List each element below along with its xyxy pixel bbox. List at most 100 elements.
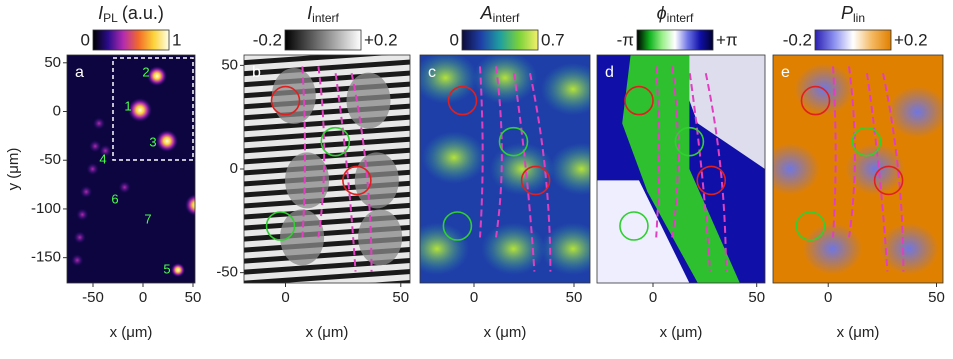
guide-line — [848, 66, 856, 238]
guide-line — [866, 73, 889, 272]
y-tick-label: -100 — [31, 200, 61, 217]
x-tick-label: 0 — [470, 289, 478, 306]
blob — [481, 222, 546, 275]
guide-line — [688, 73, 711, 272]
blob — [490, 143, 554, 195]
x-axis-label: x (μm) — [660, 324, 703, 341]
pl-spot — [147, 66, 167, 86]
blob — [879, 222, 939, 275]
ring — [800, 85, 831, 116]
cbar-min-label: 0 — [450, 30, 459, 49]
panel-label: b — [252, 64, 261, 81]
spot-label: 7 — [144, 211, 151, 226]
title-sub: interf — [667, 11, 694, 25]
x-tick-label: 50 — [185, 289, 202, 306]
blob — [285, 152, 330, 209]
image-panel — [420, 55, 590, 283]
cbar-max-label: +0.2 — [364, 30, 398, 49]
ring — [342, 165, 372, 196]
pl-dot — [99, 144, 112, 157]
blob — [420, 222, 469, 275]
blob — [422, 131, 486, 184]
x-tick-label: 50 — [748, 289, 765, 306]
colorbar — [814, 29, 892, 51]
image-panel: 1 2 3 4 5 6 7 — [67, 55, 195, 283]
ring — [696, 165, 727, 196]
x-tick-label: 50 — [928, 289, 945, 306]
image-bg — [67, 55, 195, 283]
cbar-title: IPL (a.u.) — [98, 3, 164, 25]
cbar-min-label: 0 — [81, 30, 90, 49]
pl-spot — [128, 98, 152, 122]
pl-dot — [71, 254, 84, 267]
colorbar — [636, 29, 714, 51]
spot-label: 1 — [124, 98, 131, 113]
spot-label: 4 — [99, 151, 106, 166]
ring — [447, 85, 478, 116]
panel-label: a — [75, 64, 84, 81]
spot-label: 5 — [163, 261, 170, 276]
cbar-max-label: 0.7 — [541, 30, 565, 49]
pl-spot — [156, 130, 178, 152]
phase-green — [622, 55, 740, 283]
x-axis-label: x (μm) — [837, 324, 880, 341]
cbar-title: ϕinterf — [657, 3, 694, 25]
guide-line — [495, 66, 503, 238]
phase-white — [597, 180, 690, 283]
panel-label: d — [605, 64, 614, 81]
blob — [346, 72, 391, 129]
ring — [624, 85, 654, 116]
y-tick-label: 50 — [44, 54, 61, 71]
y-tick-label: 0 — [53, 102, 61, 119]
pl-dot — [80, 185, 93, 198]
panel-label: e — [781, 64, 790, 81]
pl-dot — [73, 231, 86, 244]
y-axis-label: y (μm) — [5, 148, 22, 191]
cbar-max-label: 1 — [172, 30, 181, 49]
ring — [498, 126, 529, 157]
guide-line — [301, 66, 306, 238]
guide-line — [704, 73, 727, 272]
pl-dot — [76, 208, 89, 221]
pl-dot — [93, 117, 105, 130]
title-sub: interf — [312, 11, 339, 25]
image-panel — [597, 55, 765, 283]
x-axis-label: x (μm) — [484, 324, 527, 341]
ring — [270, 85, 301, 116]
x-tick-label: 50 — [392, 289, 409, 306]
title-sub: lin — [853, 11, 865, 25]
phase-white — [672, 55, 765, 169]
blob — [773, 143, 820, 195]
y-tick-label: -50 — [39, 151, 61, 168]
blob — [845, 143, 905, 195]
guide-line — [350, 73, 373, 272]
guide-line — [529, 73, 552, 272]
guide-line — [832, 66, 837, 238]
blob — [354, 152, 399, 209]
cbar-max-label: +π — [716, 30, 738, 49]
ring — [442, 211, 473, 241]
frame — [66, 54, 196, 284]
y-tick-label: 50 — [221, 56, 238, 73]
cbar-min-label: -0.2 — [253, 30, 282, 49]
ring — [873, 165, 904, 196]
frame — [419, 54, 591, 284]
cbar-max-label: +0.2 — [894, 30, 928, 49]
ring — [674, 126, 705, 157]
ring — [795, 211, 826, 241]
blob — [541, 63, 590, 116]
blob — [280, 209, 325, 266]
title-main: A — [480, 3, 493, 23]
title-sub: PL — [103, 11, 118, 25]
guide-line — [882, 73, 905, 272]
colorbar — [92, 29, 170, 51]
title-main: I — [98, 3, 103, 23]
x-tick-label: -50 — [82, 289, 104, 306]
colorbar — [461, 29, 539, 51]
blob — [271, 68, 316, 125]
guide-line — [671, 66, 679, 238]
guide-line — [334, 73, 357, 272]
cbar-min-label: -0.2 — [783, 30, 812, 49]
pl-dot — [86, 163, 99, 175]
x-tick-label: 0 — [281, 289, 289, 306]
